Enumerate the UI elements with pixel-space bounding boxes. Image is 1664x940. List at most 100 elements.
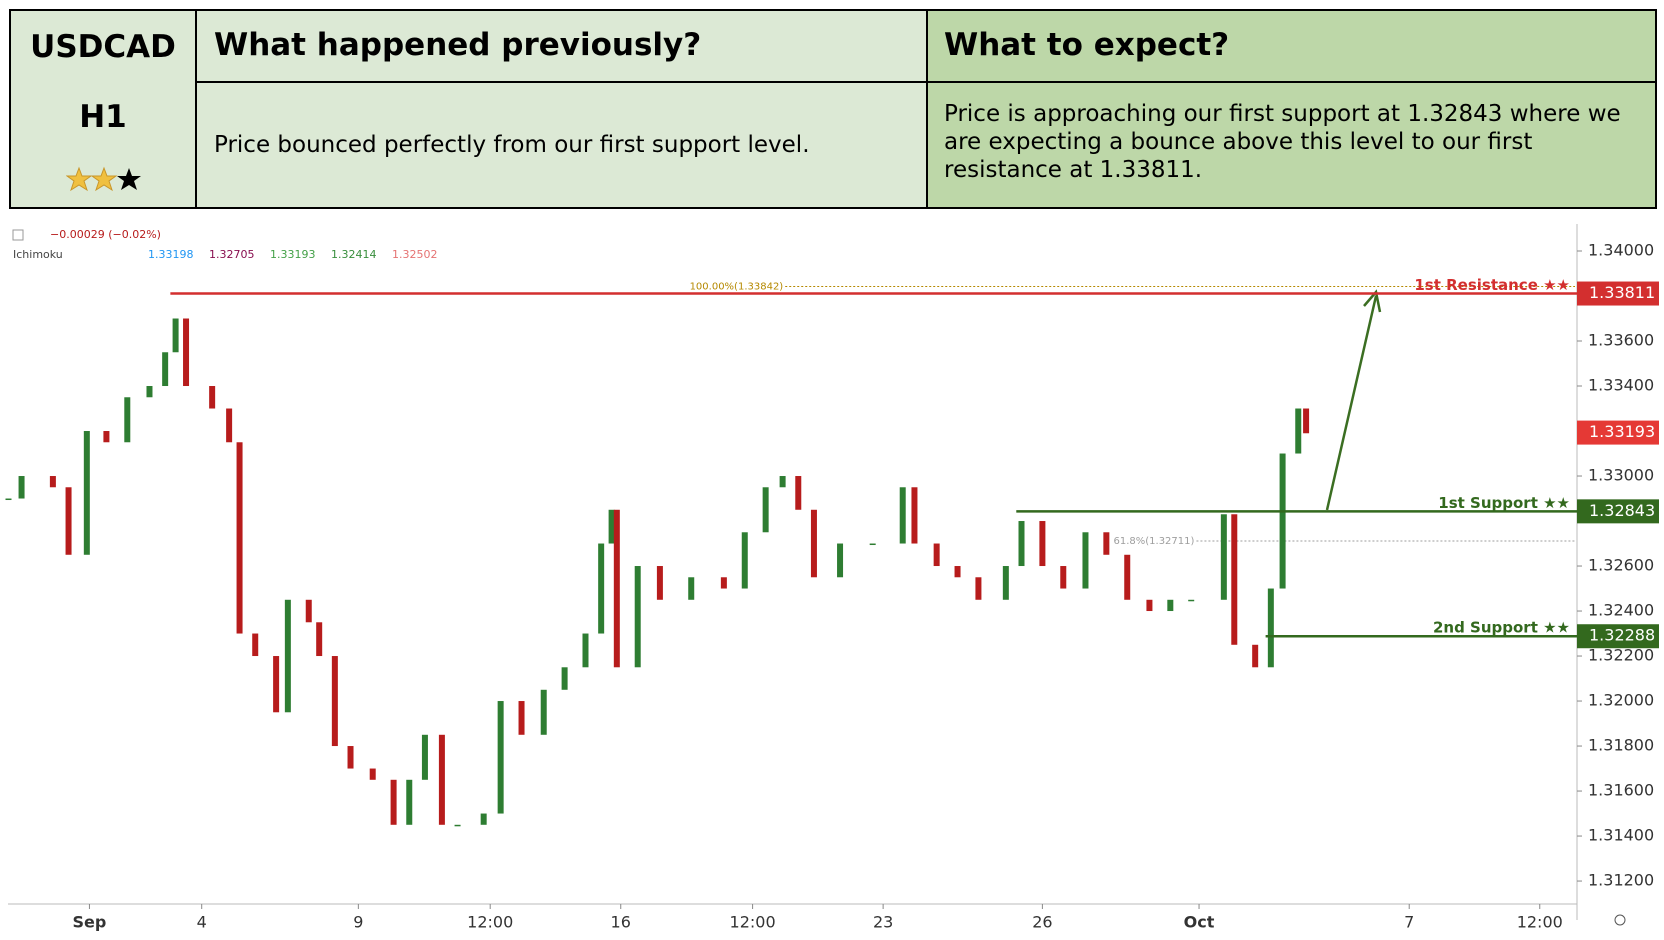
candle (837, 543, 844, 578)
candle (1188, 599, 1195, 602)
candle (1167, 599, 1174, 612)
expect-text: Price is approaching our first support a… (944, 101, 1621, 183)
candle (369, 768, 376, 780)
last-price-box (1577, 420, 1659, 445)
previous-text-cell: Price bounced perfectly from our first s… (195, 81, 928, 209)
candle (209, 386, 216, 409)
candle (1295, 408, 1302, 454)
candle (183, 318, 190, 387)
indicator-value: 1.33198 (148, 248, 194, 261)
y-tick-label: 1.31200 (1588, 871, 1654, 890)
expect-title-cell: What to expect? (926, 9, 1657, 83)
level-label: 1st Support ★★ (1438, 494, 1570, 512)
candle (720, 577, 727, 589)
candle (497, 701, 504, 814)
x-tick-label: Sep (73, 913, 107, 932)
candle (656, 566, 663, 600)
level-price-box (1577, 499, 1659, 524)
candle (49, 476, 56, 488)
previous-title-cell: What happened previously? (195, 9, 928, 83)
symbol: USDCAD (30, 29, 176, 65)
candle (1252, 644, 1259, 668)
x-tick-label: 12:00 (1517, 913, 1563, 932)
star (66, 166, 93, 192)
candle (634, 566, 641, 668)
symbol-cell: USDCAD H1 (9, 9, 197, 209)
indicator-value: 1.32705 (209, 248, 255, 261)
candle (18, 476, 25, 499)
indicator-value: 1.33193 (270, 248, 316, 261)
candle (1267, 588, 1274, 668)
previous-title: What happened previously? (214, 27, 702, 63)
candle (1103, 532, 1110, 555)
candle (1220, 514, 1227, 600)
candle (762, 487, 769, 533)
x-tick-label: 26 (1032, 913, 1052, 932)
candle (608, 509, 615, 544)
y-tick-label: 1.33400 (1588, 376, 1654, 395)
rating-stars (66, 166, 141, 192)
candle (236, 442, 243, 634)
y-tick-label: 1.34000 (1588, 241, 1654, 260)
candle (518, 701, 525, 735)
x-tick-label: 4 (197, 913, 207, 932)
candle (899, 487, 906, 544)
expect-text-cell: Price is approaching our first support a… (926, 81, 1657, 209)
candle (390, 779, 397, 825)
star (90, 166, 118, 192)
arrow (1325, 295, 1378, 511)
candle (252, 633, 259, 657)
candle (331, 656, 338, 747)
level-price: 1.32288 (1589, 626, 1655, 645)
expect-title: What to expect? (944, 27, 1230, 63)
candle (582, 633, 589, 668)
fib-label: 100.00%(1.33842) (690, 282, 784, 293)
y-tick-label: 1.32200 (1588, 646, 1654, 665)
candle (1303, 408, 1310, 434)
candle (598, 543, 605, 634)
candle (406, 779, 413, 825)
candle (688, 577, 695, 600)
level-price-box (1577, 281, 1659, 306)
indicator-value: 1.32502 (392, 248, 438, 261)
candle (613, 509, 620, 668)
level-price: 1.33811 (1589, 283, 1655, 302)
collapse-icon (12, 229, 24, 241)
y-tick-label: 1.33000 (1588, 466, 1654, 485)
x-tick-label: 16 (611, 913, 631, 932)
candle (540, 689, 547, 735)
candle (438, 734, 445, 825)
level-label: 2nd Support ★★ (1433, 619, 1570, 637)
x-tick-label: 12:00 (730, 913, 776, 932)
x-tick-label: 9 (353, 913, 363, 932)
candle (172, 318, 179, 353)
candle (273, 656, 280, 713)
indicator-value: 1.32414 (331, 248, 377, 261)
x-tick-label: Oct (1184, 913, 1215, 932)
candle (480, 813, 487, 825)
candle (810, 509, 817, 578)
candle (103, 431, 110, 443)
candle (1279, 453, 1286, 589)
previous-text: Price bounced perfectly from our first s… (214, 132, 810, 158)
candle (954, 566, 961, 578)
candle (421, 734, 428, 780)
x-tick-label: 12:00 (467, 913, 513, 932)
candle (65, 487, 72, 555)
candle (284, 599, 291, 713)
candle (779, 476, 786, 488)
fib-label: 61.8%(1.32711) (1113, 536, 1194, 547)
y-tick-label: 1.32600 (1588, 556, 1654, 575)
y-tick-label: 1.31800 (1588, 736, 1654, 755)
x-tick-label: 23 (873, 913, 893, 932)
y-tick-label: 1.31600 (1588, 781, 1654, 800)
candle (1039, 521, 1046, 567)
candle (933, 543, 940, 567)
candle (316, 622, 323, 657)
candle (5, 498, 12, 501)
candle (911, 487, 918, 544)
candle (124, 397, 131, 443)
candle (795, 476, 802, 510)
candle (83, 431, 90, 555)
